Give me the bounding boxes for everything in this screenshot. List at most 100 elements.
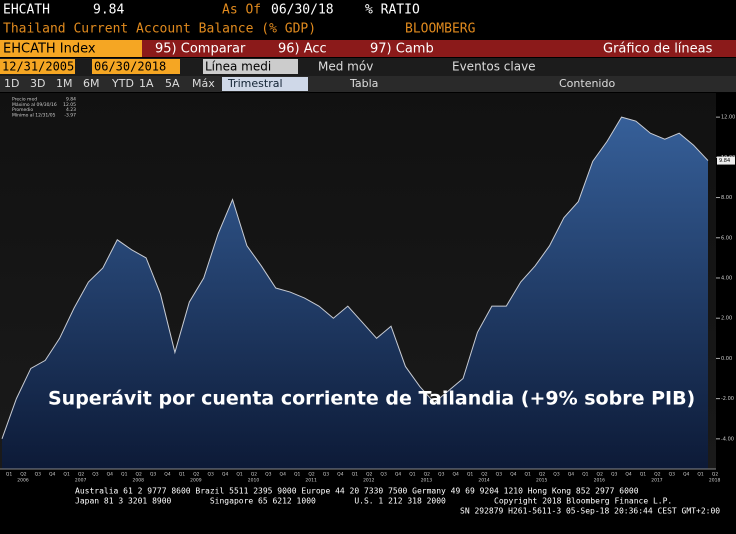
x-tick-label: Q1 [179,472,186,478]
x-tick-label: Q2 [135,472,142,478]
x-group-label: 2006 [17,478,29,484]
index-box[interactable] [0,40,142,57]
y-tick-label: 8.00 [721,195,732,201]
range-button[interactable]: Máx [192,77,215,90]
x-tick-label: Q2 [654,472,661,478]
menu-item[interactable]: 97) Camb [370,42,434,57]
x-group-label: 2010 [248,478,260,484]
menu-item[interactable]: 96) Acc [278,42,327,57]
footer: SN 292879 H261-5611-3 05-Sep-18 20:36:44… [460,507,720,516]
range-bar: 1D 3D 1M 6M YTD 1A 5A Máx Trimestral Tabla [0,76,736,92]
x-tick-label: Q1 [640,472,647,478]
legend-label: Promedio [12,107,33,113]
legend-value: 12.05 [63,102,76,108]
period-box[interactable] [222,77,308,91]
period[interactable]: Trimestral [227,77,283,90]
end-date[interactable]: 06/30/2018 [94,60,166,74]
price: 9.84 [93,3,124,18]
last-value-box [717,156,735,165]
x-tick-label: Q3 [35,472,42,478]
security-name: Thailand Current Account Balance (% GDP) [3,22,316,37]
x-group-label: 2016 [594,478,606,484]
x-tick-label: Q3 [669,472,676,478]
x-tick-label: Q1 [582,472,589,478]
x-group-label: 2014 [478,478,490,484]
x-tick-label: Q2 [597,472,604,478]
x-tick-label: Q3 [438,472,445,478]
header [0,0,736,40]
start-date[interactable]: 12/31/2005 [2,60,74,74]
x-tick-label: Q4 [49,472,56,478]
x-tick-label: Q1 [524,472,531,478]
date-box[interactable] [92,59,180,74]
range-button[interactable]: 6M [83,77,100,90]
x-tick-label: Q1 [409,472,416,478]
x-group-label: 2007 [75,478,87,484]
x-tick-label: Q2 [712,472,719,478]
source: BLOOMBERG [405,22,476,37]
x-tick-label: Q2 [308,472,315,478]
footer: Australia 61 2 9777 8600 Brazil 5511 239… [75,487,639,496]
menu-bar [0,40,736,57]
x-tick-label: Q3 [265,472,272,478]
range-button[interactable]: 3D [30,77,45,90]
x-tick-label: Q1 [352,472,359,478]
x-tick-label: Q4 [395,472,402,478]
line-type[interactable]: Línea medi [205,60,271,74]
legend-value: -3.97 [64,112,76,118]
x-tick-label: Q1 [236,472,243,478]
x-tick-label: Q1 [63,472,70,478]
chart-kind: Gráfico de líneas [603,42,713,57]
range-button[interactable]: YTD [111,77,134,90]
y-tick-label: -2.00 [721,396,734,402]
legend-value: 4.23 [66,107,76,113]
x-group-label: 2008 [133,478,145,484]
ticker: EHCATH [3,3,50,18]
range-button[interactable]: 1D [4,77,19,90]
x-tick-label: Q3 [611,472,618,478]
x-tick-label: Q2 [78,472,85,478]
x-tick-label: Q2 [366,472,373,478]
x-tick-label: Q1 [294,472,301,478]
range-button[interactable]: 1M [56,77,73,90]
x-tick-label: Q2 [424,472,431,478]
x-tick-label: Q1 [467,472,474,478]
y-tick-label: 12.00 [721,115,735,121]
x-tick-label: Q4 [337,472,344,478]
x-tick-label: Q2 [539,472,546,478]
x-tick-label: Q4 [625,472,632,478]
table-button[interactable]: Tabla [349,77,378,90]
legend-label: Máximo al 09/30/16 [12,101,57,108]
x-tick-label: Q4 [222,472,229,478]
content[interactable]: Contenido [559,77,615,90]
unit: % RATIO [365,3,420,18]
moving-avg[interactable]: Med móv [318,60,373,74]
select-box[interactable] [203,59,298,74]
x-tick-label: Q4 [280,472,287,478]
legend-label: Precio med [12,97,37,103]
key-events[interactable]: Eventos clave [452,60,536,74]
date-box[interactable] [0,59,75,74]
x-tick-label: Q4 [510,472,517,478]
range-button[interactable]: 1A [139,77,154,90]
menu-item[interactable]: 95) Comparar [155,42,246,57]
legend-label: Mínimo al 12/31/05 [12,111,56,118]
last-value: 9.84 [719,158,730,164]
x-group-label: 2012 [363,478,375,484]
legend-value: 9.84 [66,97,76,103]
x-group-label: 2017 [651,478,663,484]
x-tick-label: Q3 [92,472,99,478]
area-fill [2,117,708,469]
x-tick-label: Q2 [20,472,27,478]
area-line [1,116,709,440]
x-group-label: 2013 [421,478,433,484]
legend: Precio med 9.84 Máximo al 09/30/16 12.05 Pro… [12,97,76,119]
x-group-label: 2009 [190,478,202,484]
x-tick-label: Q2 [251,472,258,478]
x-group-label: 2011 [305,478,317,484]
x-tick-label: Q4 [683,472,690,478]
index[interactable]: EHCATH Index [3,42,96,57]
range-button[interactable]: 5A [165,77,180,90]
x-tick-label: Q1 [121,472,128,478]
